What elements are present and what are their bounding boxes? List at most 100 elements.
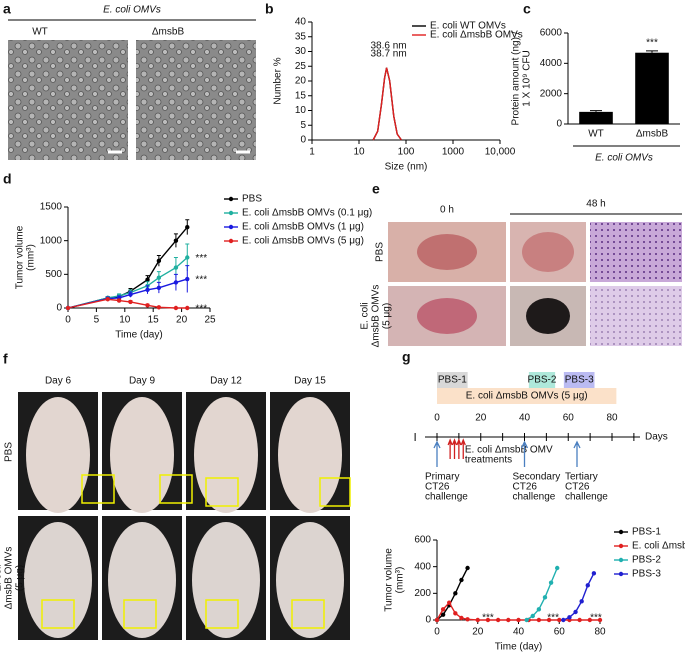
data-point — [185, 255, 190, 260]
x-tick-label: 10,000 — [485, 147, 516, 158]
x-tick-label: 20 — [176, 315, 188, 326]
data-point — [145, 287, 150, 293]
data-point — [459, 615, 464, 621]
data-point — [65, 305, 71, 311]
legend-label: E. coli ΔmsbB OMVs (5 μg) — [632, 541, 685, 552]
y-tick-label: 30 — [295, 46, 307, 57]
significance: *** — [195, 275, 207, 286]
challenge-label: CT26 — [565, 482, 590, 493]
data-point — [557, 617, 562, 623]
peak-label: 38.6 nm — [370, 40, 406, 51]
data-point — [145, 303, 150, 308]
time-label: 48 h — [586, 199, 605, 210]
data-point — [440, 612, 446, 617]
x-tick-label: 5 — [94, 315, 100, 326]
x-tick-label: 15 — [148, 315, 160, 326]
y-tick-label: 10 — [295, 105, 307, 116]
panel-label: c — [523, 1, 531, 17]
challenge-arrow — [433, 440, 441, 467]
legend-marker — [228, 196, 234, 202]
data-point — [453, 611, 458, 616]
treatment-label: treatments — [465, 455, 512, 466]
x-tick-label: WT — [588, 129, 604, 140]
error-bar — [646, 50, 658, 53]
panel-label: f — [3, 351, 8, 367]
data-point — [173, 238, 179, 243]
data-point — [185, 305, 190, 311]
challenge-label: challenge — [565, 492, 608, 503]
legend-label: E. coli ΔmsbB OMVs (5 μg) — [242, 236, 364, 247]
y-tick-label: 600 — [414, 535, 431, 546]
y-tick-label: 0 — [300, 135, 306, 146]
data-point — [145, 277, 150, 282]
data-point — [561, 617, 566, 623]
legend-marker — [228, 224, 234, 230]
tem-image — [136, 40, 256, 160]
histology — [590, 286, 682, 346]
y-tick-label: 4000 — [540, 58, 563, 69]
data-point — [128, 292, 133, 297]
day-label: Day 6 — [45, 376, 72, 387]
data-point — [506, 617, 511, 623]
error-bar — [590, 110, 602, 112]
data-point — [591, 571, 597, 576]
data-point — [585, 583, 590, 588]
mouse-photos — [18, 392, 351, 640]
data-point — [597, 617, 603, 623]
data-point — [577, 617, 582, 623]
row-label: (5 μg) — [382, 303, 393, 329]
series-line — [372, 67, 403, 141]
y-axis-label: Number % — [273, 57, 284, 104]
challenge-label: Secondary — [513, 472, 561, 483]
treatment-arrow — [447, 438, 453, 459]
data-point — [156, 285, 162, 290]
histology — [590, 222, 682, 282]
x-axis-label: Time (day) — [115, 330, 162, 341]
challenge-arrow — [573, 440, 581, 467]
timeline-label: 0 — [434, 413, 440, 424]
data-point — [475, 617, 480, 623]
y-tick-label: 6000 — [540, 28, 563, 39]
day-label: Day 12 — [210, 376, 242, 387]
y-axis-label: Tumor volume — [384, 548, 395, 612]
y-tick-label: 0 — [425, 615, 431, 626]
phase-label: PBS-2 — [528, 375, 557, 386]
significance: *** — [547, 613, 559, 624]
data-point — [185, 225, 190, 230]
series-line — [67, 256, 188, 309]
timeline-unit: Days — [645, 432, 668, 443]
bar — [579, 111, 613, 124]
legend-label: E. coli ΔmsbB OMVs (0.1 μg) — [242, 208, 372, 219]
x-axis-label: Time (day) — [495, 642, 542, 653]
treatment-label: E. coli ΔmsbB OMV — [465, 445, 553, 456]
group-label: WT — [32, 27, 48, 38]
data-point — [156, 305, 162, 310]
data-point — [128, 299, 133, 305]
y-tick-label: 200 — [414, 588, 431, 599]
treatment-arrow — [451, 438, 458, 459]
legend-marker — [618, 571, 624, 577]
y-tick-label: 25 — [295, 61, 307, 72]
phase-box — [437, 388, 617, 404]
legend-label: E. coli ΔmsbB OMVs (1 μg) — [242, 222, 364, 233]
challenge-label: challenge — [513, 492, 556, 503]
data-point — [434, 617, 440, 623]
day-label: Day 9 — [129, 376, 156, 387]
x-tick-label: 100 — [398, 147, 415, 158]
timeline-label: 40 — [519, 413, 531, 424]
challenge-label: CT26 — [513, 482, 538, 493]
x-tick-label: 40 — [513, 627, 525, 638]
time-label: 0 h — [440, 205, 454, 216]
phase-label: PBS-3 — [565, 375, 594, 386]
row-label: E. coli — [360, 302, 371, 329]
phase-label: E. coli ΔmsbB OMVs (5 μg) — [466, 391, 588, 402]
x-axis-label: E. coli OMVs — [595, 153, 653, 164]
x-axis-label: Size (nm) — [385, 162, 428, 173]
y-tick-label: 400 — [414, 561, 431, 572]
treatment-arrow — [460, 438, 466, 459]
group-label: ΔmsbB — [152, 27, 185, 38]
challenge-label: Tertiary — [565, 472, 598, 483]
challenge-arrow — [520, 440, 529, 467]
y-tick-label: 0 — [56, 303, 62, 314]
